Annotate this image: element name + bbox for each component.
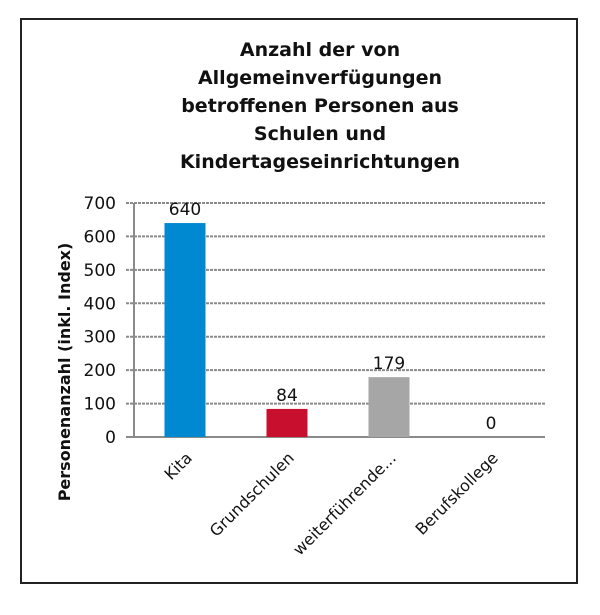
x-tick-label: Grundschulen xyxy=(206,448,298,540)
y-tick-label: 400 xyxy=(84,294,116,314)
x-tick-label: weiterführende... xyxy=(289,448,400,559)
bar xyxy=(368,377,410,437)
data-label: 640 xyxy=(169,200,201,220)
x-tick-label: Kita xyxy=(160,448,195,483)
title-line: Schulen und xyxy=(253,123,387,145)
data-label: 179 xyxy=(373,354,405,374)
y-tick-label: 0 xyxy=(105,428,116,448)
data-label: 0 xyxy=(486,414,497,434)
y-tick-label: 600 xyxy=(84,227,116,247)
y-tick-label: 100 xyxy=(84,395,116,415)
data-label: 84 xyxy=(276,386,298,406)
title-line: Anzahl der von xyxy=(239,39,401,61)
y-tick-label: 300 xyxy=(84,328,116,348)
bar xyxy=(164,223,206,437)
y-tick-label: 200 xyxy=(84,361,116,381)
chart-frame xyxy=(20,18,578,584)
y-tick-label: 700 xyxy=(84,194,116,214)
title-line: Kindertageseinrichtungen xyxy=(179,151,461,173)
title-line: Allgemeinverfügungen xyxy=(197,67,443,89)
x-tick-label: Berufskollege xyxy=(412,448,502,538)
y-axis-label: Personenanzahl (inkl. Index) xyxy=(55,243,74,502)
chart-title: Anzahl der von Allgemeinverfügungen betr… xyxy=(130,36,510,176)
y-tick-label: 500 xyxy=(84,261,116,281)
bar xyxy=(266,408,308,437)
title-line: betroffenen Personen aus xyxy=(181,95,459,117)
